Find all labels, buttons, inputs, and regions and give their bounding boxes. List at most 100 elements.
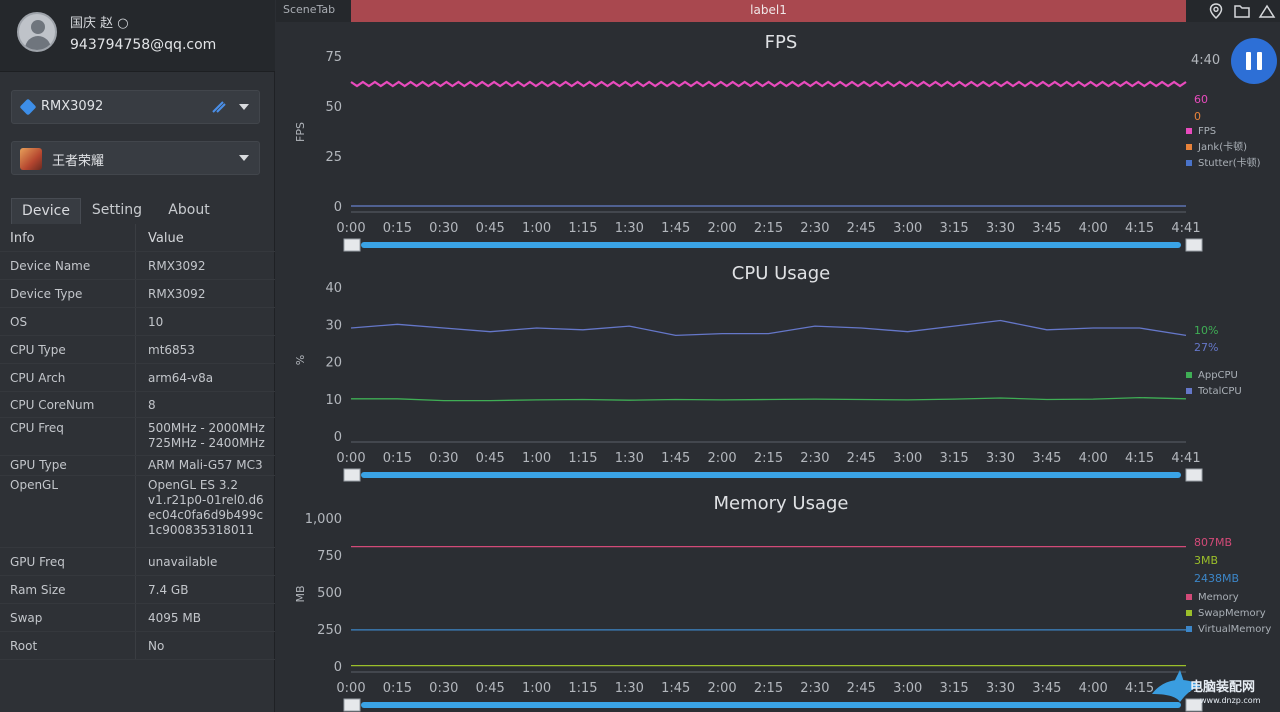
- row-value: unavailable: [148, 555, 218, 569]
- x-tick-label: 3:00: [893, 681, 922, 696]
- x-tick-label: 2:45: [847, 681, 876, 696]
- time-range-slider[interactable]: [361, 702, 1181, 708]
- row-key: OS: [10, 315, 28, 329]
- tab-about[interactable]: About: [168, 202, 210, 218]
- pause-icon: [1257, 52, 1262, 70]
- legend-item: Jank(卡顿): [1197, 140, 1247, 153]
- series-line: [351, 396, 1187, 402]
- row-key: Device Name: [10, 259, 91, 273]
- chevron-down-icon[interactable]: [239, 104, 249, 110]
- x-tick-label: 1:15: [568, 681, 597, 696]
- legend-item: FPS: [1198, 126, 1216, 137]
- legend-item: TotalCPU: [1197, 386, 1242, 397]
- y-tick-label: 20: [325, 356, 342, 371]
- top-toolbar: [1186, 0, 1280, 22]
- slider-handle-left[interactable]: [343, 698, 361, 712]
- header-info: Info: [10, 231, 35, 246]
- x-tick-label: 2:15: [754, 681, 783, 696]
- chart-title: Memory Usage: [713, 493, 848, 514]
- current-time: 4:40: [1191, 53, 1220, 68]
- slider-handle-right[interactable]: [1185, 238, 1203, 252]
- x-tick-label: 2:30: [800, 451, 829, 466]
- legend-swatch: [1186, 610, 1192, 616]
- row-value: OpenGL ES 3.2 v1.r21p0-01rel0.d6 ec04c0f…: [148, 478, 264, 537]
- legend-swatch: [1186, 144, 1192, 150]
- x-tick-label: 4:41: [1171, 221, 1200, 236]
- wifi-connect-icon[interactable]: [211, 100, 227, 114]
- legend-item: VirtualMemory: [1198, 624, 1271, 635]
- x-tick-label: 4:15: [1125, 451, 1154, 466]
- time-range-slider[interactable]: [361, 242, 1181, 248]
- x-tick-label: 3:30: [986, 221, 1015, 236]
- location-icon[interactable]: [1207, 2, 1225, 20]
- y-tick-label: 10: [325, 393, 342, 408]
- app-select[interactable]: 王者荣耀: [11, 141, 260, 175]
- tab-device[interactable]: Device: [11, 198, 81, 224]
- legend-item: SwapMemory: [1198, 608, 1266, 619]
- current-value: 0: [1194, 110, 1201, 123]
- x-tick-label: 2:15: [754, 221, 783, 236]
- x-tick-label: 2:00: [708, 681, 737, 696]
- x-tick-label: 1:45: [661, 221, 690, 236]
- legend-item: Memory: [1198, 592, 1239, 603]
- row-key: Device Type: [10, 287, 83, 301]
- row-key: Swap: [10, 611, 43, 625]
- label-bar[interactable]: label1: [351, 0, 1186, 22]
- x-tick-label: 1:15: [568, 451, 597, 466]
- cloud-icon[interactable]: [1258, 2, 1276, 20]
- watermark-domain: www.dnzp.com: [1200, 696, 1261, 705]
- y-tick-label: 500: [317, 586, 342, 601]
- y-tick-label: 0: [334, 200, 342, 215]
- x-tick-label: 3:15: [939, 681, 968, 696]
- x-tick-label: 4:15: [1125, 681, 1154, 696]
- tab-setting[interactable]: Setting: [91, 202, 143, 218]
- x-tick-label: 1:00: [522, 451, 551, 466]
- pause-button[interactable]: [1231, 38, 1277, 84]
- x-tick-label: 0:30: [429, 451, 458, 466]
- row-key: Ram Size: [10, 583, 66, 597]
- row-value: RMX3092: [148, 259, 206, 273]
- chart-title: CPU Usage: [732, 263, 830, 284]
- y-axis-label: %: [294, 355, 307, 365]
- legend-swatch: [1186, 160, 1192, 166]
- watermark: 电脑装配网 www.dnzp.com: [1150, 650, 1280, 712]
- table-row: OpenGL OpenGL ES 3.2 v1.r21p0-01rel0.d6 …: [0, 476, 275, 548]
- header-value: Value: [148, 231, 184, 246]
- slider-handle-right[interactable]: [1185, 468, 1203, 482]
- folder-icon[interactable]: [1233, 2, 1251, 20]
- table-row: OS 10: [0, 308, 275, 336]
- x-tick-label: 1:45: [661, 451, 690, 466]
- table-row: Device Name RMX3092: [0, 252, 275, 280]
- x-tick-label: 1:30: [615, 451, 644, 466]
- time-range-slider[interactable]: [361, 472, 1181, 478]
- table-row: GPU Freq unavailable: [0, 548, 275, 576]
- row-value: 8: [148, 398, 156, 412]
- x-tick-label: 0:15: [383, 221, 412, 236]
- row-value: arm64-v8a: [148, 371, 214, 385]
- table-row: CPU CoreNum 8: [0, 392, 275, 418]
- x-tick-label: 0:15: [383, 451, 412, 466]
- legend-swatch: [1186, 594, 1192, 600]
- legend-swatch: [1186, 626, 1192, 632]
- slider-handle-left[interactable]: [343, 468, 361, 482]
- slider-handle-left[interactable]: [343, 238, 361, 252]
- x-tick-label: 3:45: [1032, 451, 1061, 466]
- current-value: 10%: [1194, 324, 1218, 337]
- avatar[interactable]: [17, 12, 57, 52]
- device-select[interactable]: RMX3092: [11, 90, 260, 124]
- x-tick-label: 0:30: [429, 221, 458, 236]
- x-tick-label: 3:15: [939, 451, 968, 466]
- row-key: Root: [10, 639, 38, 653]
- x-tick-label: 1:00: [522, 221, 551, 236]
- row-value: ARM Mali-G57 MC3: [148, 458, 263, 472]
- scene-tab[interactable]: SceneTab: [276, 0, 351, 22]
- chevron-down-icon[interactable]: [239, 155, 249, 161]
- slider-handle-right[interactable]: [1185, 698, 1203, 712]
- x-tick-label: 1:30: [615, 221, 644, 236]
- x-tick-label: 2:45: [847, 221, 876, 236]
- x-tick-label: 1:30: [615, 681, 644, 696]
- chart-title: FPS: [765, 32, 798, 53]
- table-row: CPU Arch arm64-v8a: [0, 364, 275, 392]
- x-tick-label: 1:45: [661, 681, 690, 696]
